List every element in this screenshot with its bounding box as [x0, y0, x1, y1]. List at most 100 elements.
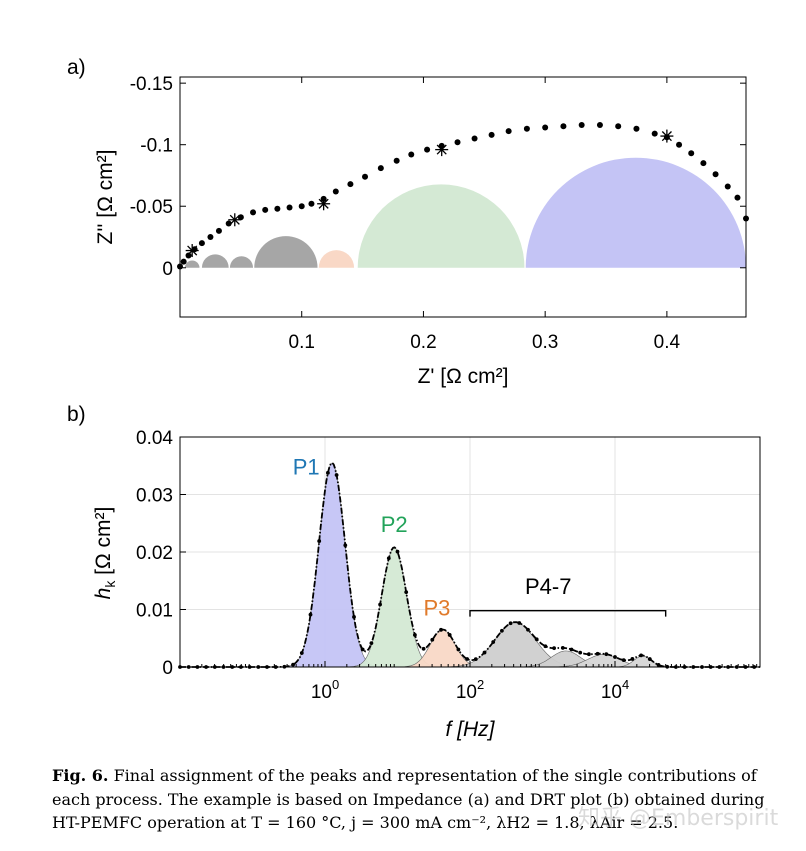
panel-a-ytick-label: 0: [162, 259, 173, 280]
panel-a-data-point: [724, 183, 731, 190]
panel-b-xtick-label: 104: [601, 677, 629, 703]
panel-a-arc-7: [525, 157, 746, 268]
panel-a-data-point: [688, 150, 695, 157]
panel-a-axes-box: [179, 76, 747, 318]
panel-a-star-stroke: [436, 144, 447, 155]
panel-b-data-point: [439, 627, 443, 632]
panel-b-data-point: [569, 647, 574, 652]
panel-b-xtick-exponent: 2: [477, 677, 484, 692]
panel-a-data-point: [207, 234, 214, 240]
panel-a-xtick-label: 0.4: [654, 332, 681, 353]
panel-b-data-point: [621, 658, 626, 663]
panel-b-data-point: [613, 655, 617, 659]
panel-b-xlabel: f [Hz]: [445, 718, 495, 741]
panel-a-ylabel: Z'' [Ω cm²]: [94, 150, 117, 245]
panel-a-ytick-label: -0.05: [130, 197, 173, 218]
panel-b-data-point: [326, 470, 330, 475]
panel-a-data-point: [215, 227, 222, 234]
panel-b-ytick-label: 0.01: [136, 601, 173, 622]
panel-a-xtick-label: 0.2: [410, 332, 436, 353]
panel-a-data-point: [347, 181, 354, 188]
panel-b-data-point: [491, 640, 496, 644]
panel-a-ticks: 0.1 0.2 0.3 0.4 0 -0.05 -0.1 -0.15: [130, 74, 746, 353]
panel-a-stars: [185, 129, 674, 258]
panel-b-data-point: [413, 633, 417, 637]
panel-b-ytick-label: 0.03: [136, 486, 173, 507]
panel-a-star-marker: [317, 197, 331, 211]
panel-b-data-point: [500, 628, 504, 633]
panel-b-peak-label-p3: P3: [423, 595, 450, 620]
panel-a-data-point: [393, 157, 400, 164]
panel-b-xtick-exponent: 4: [622, 677, 629, 692]
panel-b-p4-7-bracket: [469, 609, 667, 617]
panel-b-data-point: [552, 646, 556, 651]
panel-b-data-point: [473, 657, 478, 662]
panel-a-data-point: [700, 160, 707, 167]
panel-a-arc-2: [201, 254, 229, 268]
panel-a-arc-4: [254, 236, 318, 268]
panel-b-data-point: [421, 646, 426, 651]
panel-b-peak-label-p2: P2: [381, 512, 408, 537]
panel-b-ylabel-main: h: [92, 588, 115, 600]
panel-b-data-point: [395, 549, 400, 554]
panel-a-xtick-label: 0.1: [289, 332, 315, 353]
panel-b-xtick-label: 100: [311, 677, 339, 703]
panel-b-xtick-base: 10: [456, 682, 477, 703]
panel-a-data-point: [250, 209, 257, 216]
panel-b-data-point: [587, 652, 591, 657]
panel-b-data-point: [630, 657, 635, 661]
panel-a-xtick-label: 0.3: [532, 332, 558, 353]
panel-b-data-point: [604, 652, 609, 657]
panel-a-data-point: [505, 128, 512, 135]
panel-a-star-marker: [185, 244, 199, 258]
panel-b-label: b): [67, 403, 86, 426]
panel-b-data-point: [647, 657, 652, 661]
panel-a-data-point: [274, 205, 281, 212]
figure-caption: Fig. 6. Final assignment of the peaks an…: [52, 764, 792, 835]
panel-a-data-point: [198, 240, 205, 247]
panel-a-data-point: [542, 124, 549, 131]
panel-a-arc-1: [184, 260, 200, 268]
panel-a-star-marker: [228, 213, 242, 227]
panel-a-data-point: [298, 203, 305, 210]
figure: a) 0.1 0.2 0.3 0.4 0 -0.05 -0.1 -0.15 Z' [Ω cm²…: [67, 56, 761, 741]
panel-a-label: a): [67, 56, 86, 79]
panel-a-points: [177, 122, 749, 270]
caption-text: Final assignment of the peaks and repres…: [52, 766, 765, 832]
panel-b-xtick-base: 10: [601, 682, 622, 703]
panel-a-data-point: [523, 125, 530, 132]
panel-b-data-point: [526, 627, 530, 632]
panel-a-data-point: [560, 123, 567, 130]
panel-b-data-point: [595, 651, 600, 656]
panel-a-xlabel: Z' [Ω cm²]: [418, 365, 509, 388]
panel-a-data-point: [362, 173, 369, 180]
panel-a-data-point: [377, 165, 384, 172]
panel-b-dots: [178, 470, 757, 669]
panel-b-data-point: [317, 539, 322, 543]
panel-b-ytick-label: 0.04: [136, 428, 173, 449]
panel-b-data-point: [543, 644, 548, 649]
panel-a-data-point: [308, 200, 315, 207]
panel-b-xlabel-text: f [Hz]: [445, 718, 495, 741]
panel-a-arcs: [184, 157, 746, 268]
panel-a-ytick-label: -0.15: [130, 74, 173, 95]
panel-a-star-stroke: [318, 198, 329, 209]
panel-b-data-point: [378, 602, 382, 607]
panel-a-star-stroke: [187, 245, 198, 256]
panel-b-peak-label-p1: P1: [293, 454, 320, 479]
panel-b-peak-labels: P1 P2 P3: [293, 454, 451, 620]
panel-a-data-point: [286, 204, 293, 211]
panel-b-data-point: [352, 615, 356, 619]
caption-label: Fig. 6.: [52, 766, 109, 785]
panel-a-data-point: [262, 206, 269, 213]
panel-a-data-point: [408, 151, 415, 158]
panel-b-data-point: [430, 637, 435, 642]
panel-b-ytick-label: 0: [162, 658, 173, 679]
panel-a-data-point: [633, 125, 640, 132]
panel-a-data-point: [743, 215, 749, 222]
panel-b-data-point: [517, 621, 522, 625]
panel-a-star-marker: [435, 143, 449, 157]
panel-b-grid: [180, 436, 760, 668]
panel-b-data-point: [508, 621, 513, 626]
panel-b-xtick-exponent: 0: [332, 677, 339, 692]
